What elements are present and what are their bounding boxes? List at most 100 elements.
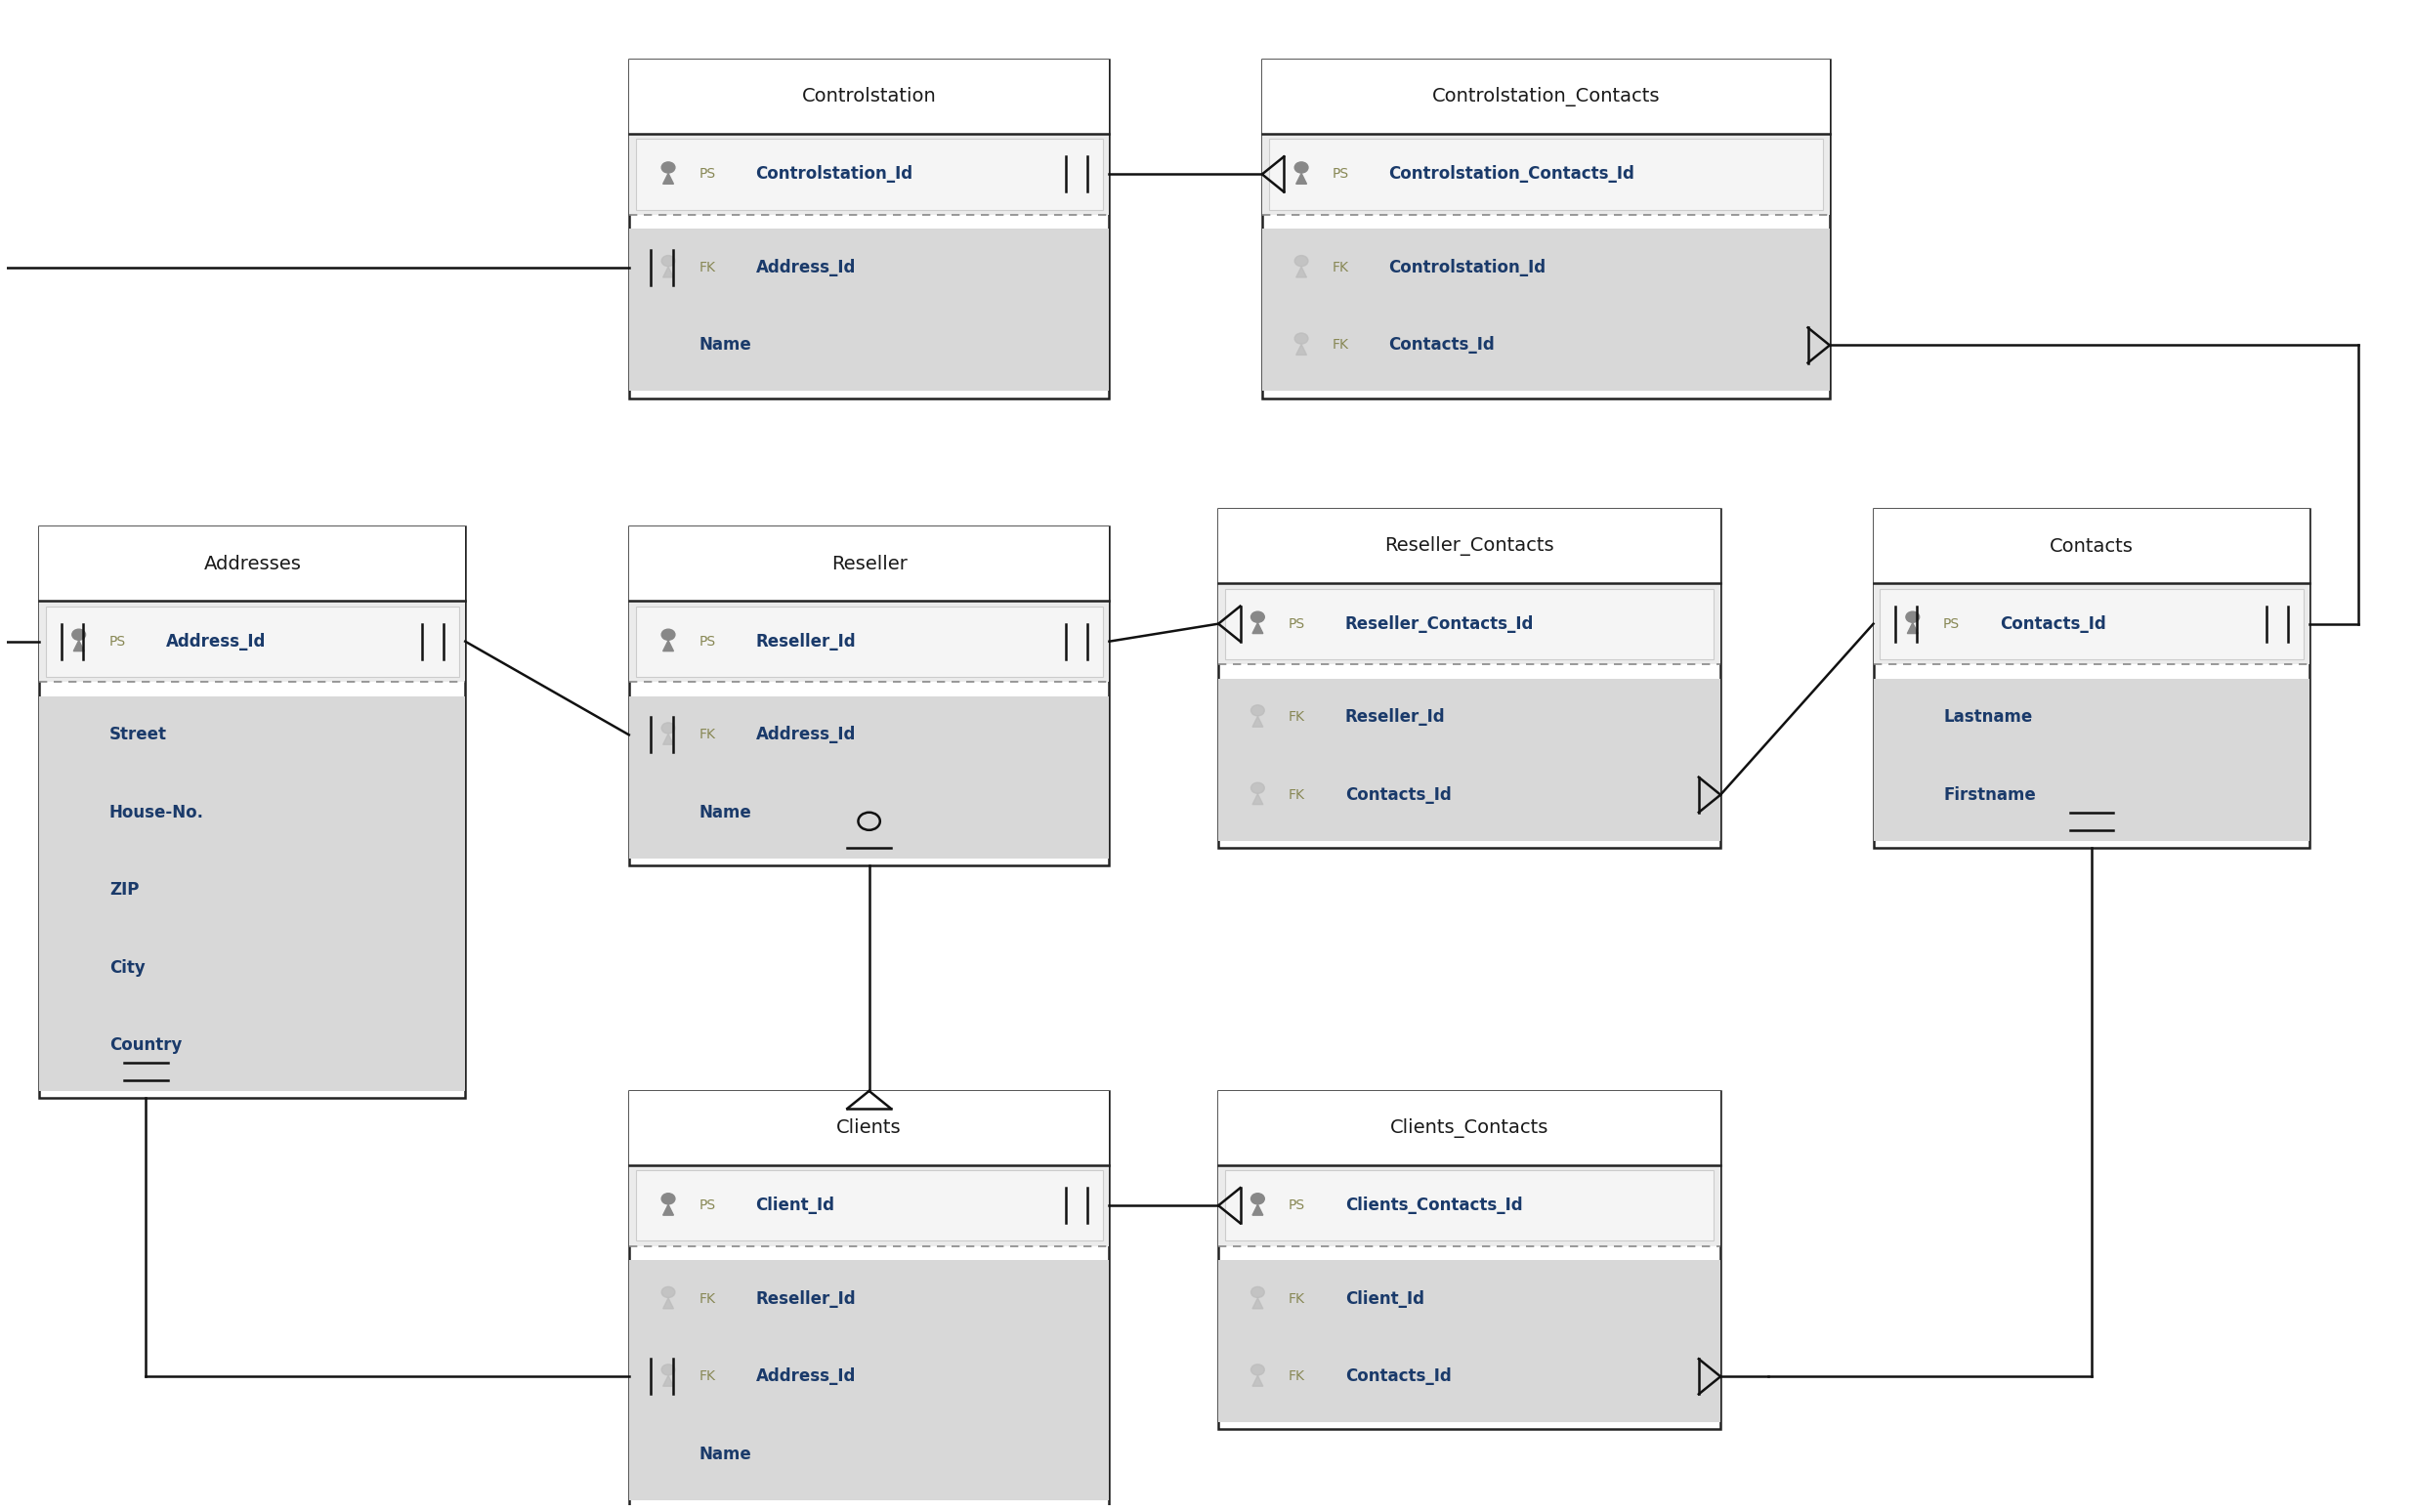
Text: PS: PS bbox=[1333, 168, 1348, 181]
Polygon shape bbox=[664, 1376, 674, 1387]
Text: Name: Name bbox=[698, 337, 751, 354]
Text: Street: Street bbox=[109, 726, 167, 744]
Bar bbox=[1220, 1092, 1719, 1429]
Text: FK: FK bbox=[1333, 262, 1348, 275]
Text: Client_Id: Client_Id bbox=[1345, 1290, 1425, 1308]
Circle shape bbox=[662, 1193, 676, 1204]
Bar bbox=[628, 1259, 1108, 1500]
Text: City: City bbox=[109, 959, 145, 977]
Text: Contacts: Contacts bbox=[2050, 537, 2132, 555]
Text: FK: FK bbox=[1333, 339, 1348, 352]
Text: Reseller_Id: Reseller_Id bbox=[1345, 709, 1444, 726]
Bar bbox=[39, 600, 466, 682]
Bar bbox=[1263, 59, 1831, 398]
Text: PS: PS bbox=[698, 1199, 715, 1213]
Bar bbox=[1879, 588, 2304, 659]
Polygon shape bbox=[664, 1205, 674, 1216]
Bar bbox=[1263, 228, 1831, 392]
Text: Firstname: Firstname bbox=[1944, 786, 2036, 803]
Bar bbox=[39, 526, 466, 600]
Bar bbox=[1220, 1259, 1719, 1423]
Bar bbox=[628, 1164, 1108, 1246]
Bar bbox=[1220, 510, 1719, 848]
Text: PS: PS bbox=[1944, 617, 1961, 631]
Bar bbox=[39, 696, 466, 1092]
Circle shape bbox=[662, 723, 676, 733]
Text: Addresses: Addresses bbox=[203, 555, 302, 573]
Polygon shape bbox=[1253, 1297, 1263, 1309]
Polygon shape bbox=[664, 641, 674, 652]
Bar bbox=[1220, 510, 1719, 584]
Polygon shape bbox=[1908, 623, 1918, 634]
Bar bbox=[1220, 1164, 1719, 1246]
Circle shape bbox=[72, 629, 85, 640]
Polygon shape bbox=[1253, 794, 1263, 804]
Text: PS: PS bbox=[1287, 617, 1304, 631]
Circle shape bbox=[1294, 333, 1309, 343]
Bar bbox=[1263, 59, 1831, 133]
Text: PS: PS bbox=[109, 635, 126, 649]
Text: Clients_Contacts: Clients_Contacts bbox=[1391, 1119, 1548, 1137]
Bar bbox=[1220, 1092, 1719, 1164]
Text: PS: PS bbox=[698, 168, 715, 181]
Bar bbox=[635, 1170, 1104, 1241]
Circle shape bbox=[1294, 256, 1309, 266]
Text: Controlstation_Contacts_Id: Controlstation_Contacts_Id bbox=[1389, 165, 1635, 183]
Polygon shape bbox=[1253, 623, 1263, 634]
Text: Clients_Contacts_Id: Clients_Contacts_Id bbox=[1345, 1196, 1521, 1214]
Bar bbox=[1220, 679, 1719, 841]
Bar bbox=[1224, 1170, 1715, 1241]
Text: Client_Id: Client_Id bbox=[756, 1196, 836, 1214]
Polygon shape bbox=[1253, 1376, 1263, 1387]
Bar bbox=[628, 526, 1108, 600]
Text: Reseller_Contacts: Reseller_Contacts bbox=[1384, 537, 1555, 556]
Circle shape bbox=[1251, 611, 1265, 623]
Polygon shape bbox=[1297, 345, 1307, 355]
Bar bbox=[1263, 133, 1831, 215]
Text: ZIP: ZIP bbox=[109, 881, 140, 898]
Text: PS: PS bbox=[1287, 1199, 1304, 1213]
Text: Country: Country bbox=[109, 1036, 181, 1054]
Polygon shape bbox=[664, 174, 674, 184]
Circle shape bbox=[1251, 1287, 1265, 1297]
Bar bbox=[628, 59, 1108, 398]
Bar bbox=[628, 1092, 1108, 1164]
Circle shape bbox=[662, 1364, 676, 1376]
Text: Controlstation_Id: Controlstation_Id bbox=[756, 165, 913, 183]
Bar bbox=[628, 696, 1108, 859]
Polygon shape bbox=[1253, 1205, 1263, 1216]
Polygon shape bbox=[664, 266, 674, 277]
Circle shape bbox=[1251, 705, 1265, 715]
Bar bbox=[628, 600, 1108, 682]
Bar bbox=[635, 139, 1104, 210]
Bar bbox=[635, 606, 1104, 677]
Bar bbox=[628, 228, 1108, 392]
Text: Controlstation: Controlstation bbox=[802, 88, 937, 106]
Bar bbox=[628, 133, 1108, 215]
Text: PS: PS bbox=[698, 635, 715, 649]
Circle shape bbox=[662, 629, 676, 640]
Text: Contacts_Id: Contacts_Id bbox=[1345, 786, 1451, 803]
Bar bbox=[1874, 510, 2311, 584]
Circle shape bbox=[1294, 162, 1309, 172]
Text: FK: FK bbox=[698, 1370, 715, 1383]
Circle shape bbox=[662, 1287, 676, 1297]
Text: Name: Name bbox=[698, 803, 751, 821]
Polygon shape bbox=[664, 1297, 674, 1309]
Text: Clients: Clients bbox=[836, 1119, 901, 1137]
Bar bbox=[1220, 584, 1719, 664]
Polygon shape bbox=[1253, 717, 1263, 727]
Bar bbox=[628, 59, 1108, 133]
Text: Reseller_Id: Reseller_Id bbox=[756, 632, 855, 650]
Text: FK: FK bbox=[698, 1293, 715, 1306]
Polygon shape bbox=[1297, 266, 1307, 277]
Circle shape bbox=[1905, 611, 1920, 623]
Text: FK: FK bbox=[698, 262, 715, 275]
Text: Address_Id: Address_Id bbox=[756, 1368, 855, 1385]
Text: Controlstation_Id: Controlstation_Id bbox=[1389, 259, 1546, 277]
Polygon shape bbox=[72, 641, 85, 652]
Bar bbox=[1268, 139, 1823, 210]
Circle shape bbox=[1251, 1193, 1265, 1204]
Circle shape bbox=[662, 162, 676, 172]
Text: Address_Id: Address_Id bbox=[167, 632, 266, 650]
